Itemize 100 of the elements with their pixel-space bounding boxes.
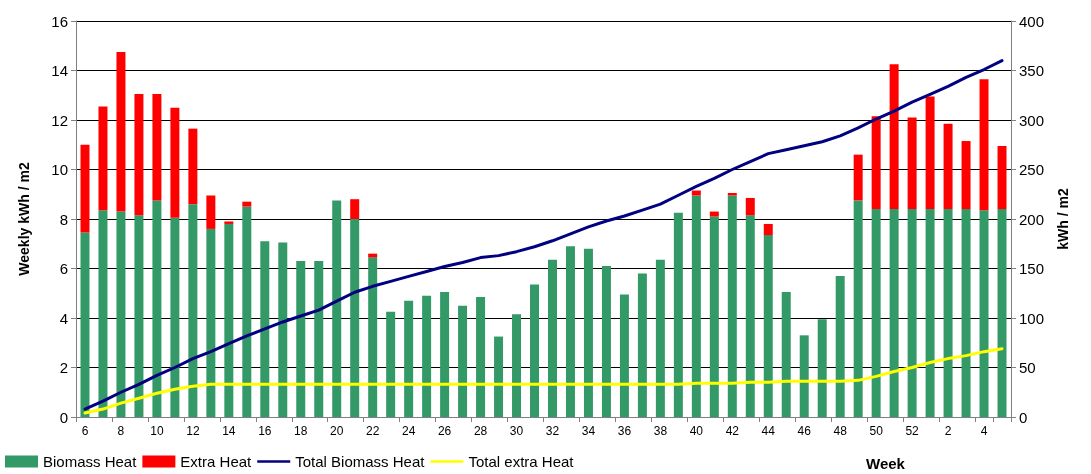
bar xyxy=(188,204,198,417)
line-series xyxy=(83,347,1004,415)
bar xyxy=(422,295,432,417)
bar xyxy=(655,259,665,417)
y2-tick-label: 100 xyxy=(1019,309,1045,327)
bar xyxy=(278,242,288,417)
bar xyxy=(709,216,719,417)
bar xyxy=(134,94,144,216)
bar xyxy=(458,305,468,417)
bar xyxy=(565,246,575,417)
bar xyxy=(350,199,360,219)
bar xyxy=(925,209,935,417)
x-tick-label: 24 xyxy=(401,424,416,438)
bar xyxy=(134,215,144,417)
bar xyxy=(242,206,252,417)
x-tick-label: 48 xyxy=(833,424,848,438)
bar xyxy=(80,144,90,233)
bar xyxy=(709,211,719,217)
bar xyxy=(368,257,378,417)
x-tick-label: 22 xyxy=(366,424,380,438)
x-axis-title: Week xyxy=(866,455,906,472)
bar xyxy=(296,261,306,417)
bar xyxy=(997,209,1007,417)
bar xyxy=(440,292,450,417)
x-tick-label: 28 xyxy=(473,424,488,438)
x-tick-label: 6 xyxy=(81,424,89,438)
x-tick-label: 44 xyxy=(761,424,776,438)
x-tick-label: 42 xyxy=(725,424,740,438)
y2-tick-label: 0 xyxy=(1019,408,1028,426)
bar xyxy=(889,64,899,210)
bar xyxy=(260,241,270,417)
y-tick-label: 0 xyxy=(59,408,68,426)
bar xyxy=(727,195,737,417)
legend-label: Extra Heat xyxy=(180,453,253,470)
x-tick-label: 8 xyxy=(117,424,125,438)
bar xyxy=(871,116,881,210)
x-tick-label: 12 xyxy=(186,424,200,438)
bar xyxy=(152,200,162,417)
y-tick-label: 2 xyxy=(59,359,68,376)
x-tick-label: 38 xyxy=(653,424,668,438)
bar xyxy=(583,248,593,417)
bar xyxy=(817,319,827,417)
bar xyxy=(781,292,791,417)
y2-tick-label: 50 xyxy=(1019,359,1036,376)
bar xyxy=(80,232,90,417)
bar xyxy=(763,235,773,417)
x-tick-label: 16 xyxy=(258,424,272,438)
bar xyxy=(835,275,845,417)
bar xyxy=(691,195,701,417)
bar xyxy=(673,212,683,417)
bar xyxy=(943,209,953,417)
line-series xyxy=(83,59,1004,411)
y2-tick-label: 350 xyxy=(1019,62,1045,79)
bar xyxy=(350,219,360,417)
x-tick-label: 26 xyxy=(437,424,452,438)
bar xyxy=(943,123,953,210)
bar xyxy=(997,145,1007,210)
bar xyxy=(979,210,989,417)
bar xyxy=(925,96,935,210)
bar xyxy=(170,107,180,218)
bar xyxy=(224,223,234,417)
bar xyxy=(979,79,989,211)
y-tick-label: 4 xyxy=(59,309,68,327)
y2-tick-label: 300 xyxy=(1019,111,1045,129)
x-tick-label: 32 xyxy=(545,424,560,438)
y2-tick-label: 150 xyxy=(1019,260,1045,277)
bar xyxy=(637,273,647,417)
bar xyxy=(116,211,126,417)
bar xyxy=(404,300,414,417)
x-tick-label: 4 xyxy=(980,424,988,438)
bar xyxy=(853,200,863,417)
bar xyxy=(961,209,971,417)
bar xyxy=(871,209,881,417)
bar xyxy=(314,261,324,417)
bar xyxy=(745,197,755,216)
x-tick-label: 40 xyxy=(689,424,704,438)
x-tick-label: 14 xyxy=(222,424,236,438)
x-tick-label: 52 xyxy=(905,424,920,438)
y-tick-label: 14 xyxy=(51,62,68,79)
x-tick-label: 20 xyxy=(330,424,344,438)
bar xyxy=(601,266,611,417)
y2-axis-title: kWh / m2 xyxy=(1055,188,1071,250)
x-tick-label: 18 xyxy=(294,424,308,438)
bar xyxy=(332,200,342,417)
y2-tick-label: 200 xyxy=(1019,210,1045,228)
bar xyxy=(386,311,396,417)
bar xyxy=(476,296,486,417)
y-tick-label: 8 xyxy=(59,210,68,228)
bar xyxy=(188,128,198,205)
bar xyxy=(116,51,126,212)
bar xyxy=(907,209,917,417)
legend-label: Total Biomass Heat xyxy=(295,453,426,470)
y-tick-label: 10 xyxy=(51,161,68,178)
x-tick-label: 2 xyxy=(944,424,952,438)
bar xyxy=(224,221,234,224)
bar xyxy=(548,259,557,417)
y2-tick-label: 400 xyxy=(1019,12,1045,30)
bar xyxy=(98,210,108,417)
bar xyxy=(512,314,522,417)
bar xyxy=(619,294,629,417)
